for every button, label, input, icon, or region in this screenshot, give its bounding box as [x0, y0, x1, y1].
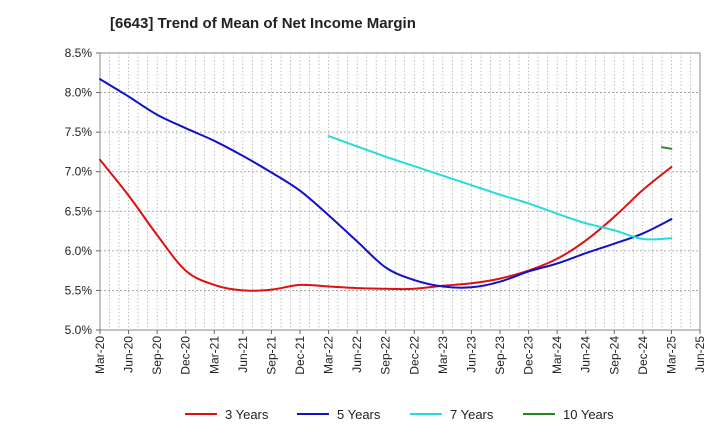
x-tick-label: Dec-22 — [407, 336, 421, 375]
x-tick-label: Sep-20 — [150, 336, 164, 375]
plot-frame — [99, 52, 701, 331]
x-tick-label: Mar-25 — [664, 336, 678, 374]
y-tick-label: 8.5% — [65, 46, 93, 60]
series-line-5-years — [99, 78, 673, 289]
x-tick-label: Sep-22 — [379, 336, 393, 375]
x-tick-label: Dec-21 — [293, 336, 307, 375]
x-tick-label: Dec-24 — [636, 336, 650, 375]
y-tick-label: 7.0% — [65, 165, 93, 179]
series-lines — [99, 78, 673, 292]
legend: 3 Years 5 Years 7 Years 10 Years — [185, 407, 614, 422]
legend-label-5-years: 5 Years — [337, 407, 381, 422]
x-tick-label: Jun-20 — [122, 336, 136, 373]
y-axis-ticks: 5.0% 5.5% 6.0% 6.5% 7.0% 7.5% 8.0% 8.5% — [65, 46, 100, 337]
legend-label-3-years: 3 Years — [225, 407, 269, 422]
series-line-3-years — [99, 158, 673, 292]
x-tick-label: Dec-20 — [179, 336, 193, 375]
x-tick-label: Mar-21 — [207, 336, 221, 374]
chart-title: [6643] Trend of Mean of Net Income Margi… — [110, 15, 416, 32]
x-tick-label: Jun-22 — [350, 336, 364, 373]
y-tick-label: 6.0% — [65, 244, 93, 258]
y-tick-label: 5.5% — [65, 283, 93, 297]
x-tick-label: Mar-22 — [322, 336, 336, 374]
x-tick-label: Mar-23 — [436, 336, 450, 374]
legend-label-7-years: 7 Years — [450, 407, 494, 422]
y-tick-label: 6.5% — [65, 204, 93, 218]
x-tick-label: Mar-20 — [93, 336, 107, 374]
x-tick-label: Jun-21 — [236, 336, 250, 373]
x-tick-label: Jun-24 — [579, 336, 593, 373]
y-tick-label: 5.0% — [65, 323, 93, 337]
x-tick-label: Sep-24 — [607, 336, 621, 375]
x-axis-ticks: Mar-20 Jun-20 Sep-20 Dec-20 Mar-21 Jun-21 Sep-… — [93, 330, 707, 375]
legend-label-10-years: 10 Years — [563, 407, 614, 422]
grid-lines — [100, 53, 700, 330]
x-tick-label: Dec-23 — [522, 336, 536, 375]
y-tick-label: 8.0% — [65, 86, 93, 100]
x-tick-label: Sep-23 — [493, 336, 507, 375]
x-tick-label: Jun-23 — [464, 336, 478, 373]
x-tick-label: Mar-24 — [550, 336, 564, 374]
x-tick-label: Sep-21 — [264, 336, 278, 375]
y-tick-label: 7.5% — [65, 125, 93, 139]
series-line-7-years — [327, 135, 673, 241]
series-line-10-years — [660, 146, 673, 150]
x-tick-label: Jun-25 — [693, 336, 707, 373]
